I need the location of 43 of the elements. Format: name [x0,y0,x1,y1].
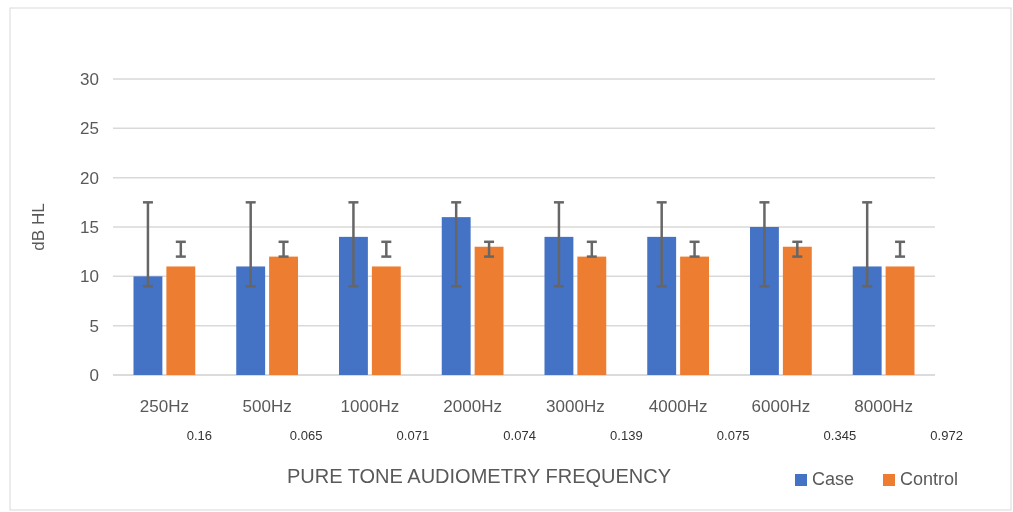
y-tick-label: 30 [80,69,99,89]
text: 0.139 [610,428,643,443]
y-tick-label: 25 [80,119,99,139]
legend-label: Case [812,469,855,489]
bar [750,227,779,375]
bar [371,266,401,375]
y-tick-label: 20 [80,168,99,188]
x-tick-label: 500Hz [242,397,292,416]
text: 0.972 [930,428,963,443]
x-tick-label: 250Hz [139,397,189,416]
bar [577,256,607,375]
x-tick-label: 6000Hz [751,397,811,416]
text: 0.075 [716,428,750,443]
bar [166,266,196,375]
x-tick-label: 3000Hz [546,397,605,416]
text: 0.345 [823,428,857,443]
bar [782,246,812,375]
bar [441,217,471,375]
bar [133,276,163,375]
bar [647,236,677,375]
bar [474,246,504,375]
x-tick-label: 8000Hz [854,397,913,416]
bar [680,256,710,375]
bar [269,256,299,375]
bar [885,266,915,375]
y-tick-label: 0 [89,365,99,385]
x-tick-label: 1000Hz [340,397,400,416]
x-tick-label: 4000Hz [648,397,708,416]
y-axis-title: dB HL [29,203,48,251]
text: 0.071 [396,428,430,443]
text: 0.074 [503,428,536,443]
legend-label: Control [900,469,959,489]
y-tick-label: 15 [80,217,99,237]
bar [339,236,368,375]
bar [236,266,266,375]
x-tick-label: 2000Hz [443,397,502,416]
x-axis-title: PURE TONE AUDIOMETRY FREQUENCY [286,465,672,487]
bar [852,266,882,375]
text: 0.16 [186,428,213,443]
text: 0.065 [289,428,323,443]
y-tick-label: 10 [80,267,99,287]
bar [544,236,574,375]
y-tick-label: 5 [89,316,99,336]
